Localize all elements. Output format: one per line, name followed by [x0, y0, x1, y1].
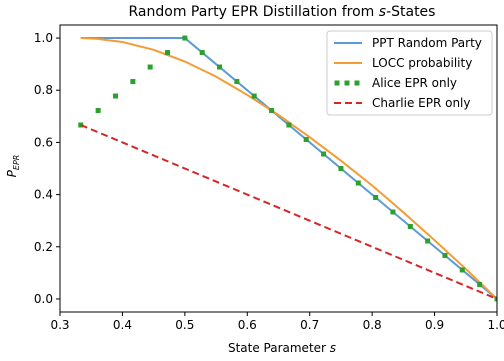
series-point-alice-epr-only	[147, 64, 153, 70]
series-point-alice-epr-only	[217, 64, 223, 70]
series-point-alice-epr-only	[459, 267, 465, 273]
legend: PPT Random Party LOCC probability Alice EP…	[326, 30, 493, 116]
x-tick-label: 0.8	[363, 318, 382, 332]
x-tick-label: 0.4	[113, 318, 132, 332]
y-tick-label: 0.8	[34, 83, 53, 97]
series-point-alice-epr-only	[251, 93, 257, 99]
series-point-alice-epr-only	[407, 223, 413, 229]
series-point-alice-epr-only	[182, 35, 188, 41]
x-tick-label: 0.7	[300, 318, 319, 332]
series-point-alice-epr-only	[321, 151, 327, 157]
legend-box	[326, 30, 493, 116]
axes-frame	[59, 24, 498, 313]
x-axis-ticks: 0.3 0.4 0.5 0.6 0.7 0.8 0.9 1.0	[50, 312, 504, 332]
legend-entry-locc-probability: LOCC probability	[334, 56, 472, 70]
chart-title: Random Party EPR Distillation from s-Sta…	[129, 4, 436, 20]
series-point-alice-epr-only	[425, 238, 431, 244]
legend-entry-alice-epr-only: Alice EPR only	[334, 76, 457, 90]
y-axis-ticks: 0.0 0.2 0.4 0.6 0.8 1.0	[34, 31, 60, 306]
x-tick-label: 0.9	[425, 318, 444, 332]
series-point-alice-epr-only	[112, 93, 118, 99]
x-axis-label: State Parameter s	[228, 341, 336, 355]
series-layer	[78, 35, 497, 302]
series-point-alice-epr-only	[494, 296, 497, 302]
legend-label: Charlie EPR only	[372, 96, 471, 110]
series-point-alice-epr-only	[355, 180, 361, 186]
series-point-alice-epr-only	[165, 50, 171, 56]
series-point-alice-epr-only	[442, 252, 448, 258]
series-point-alice-epr-only	[234, 79, 240, 85]
series-point-alice-epr-only	[390, 209, 396, 215]
legend-label: PPT Random Party	[372, 36, 482, 50]
series-point-alice-epr-only	[373, 194, 379, 200]
series-line-locc-probability	[80, 37, 497, 300]
y-tick-label: 0.2	[34, 240, 53, 254]
y-tick-label: 0.4	[34, 188, 53, 202]
series-point-alice-epr-only	[477, 281, 483, 287]
series-point-alice-epr-only	[199, 50, 205, 56]
y-tick-label: 0.0	[34, 292, 53, 306]
series-point-alice-epr-only	[130, 79, 136, 85]
series-point-alice-epr-only	[269, 108, 275, 114]
series-point-alice-epr-only	[286, 122, 292, 128]
legend-entry-charlie-epr-only: Charlie EPR only	[334, 96, 471, 110]
x-tick-label: 0.5	[175, 318, 194, 332]
series-point-alice-epr-only	[338, 166, 344, 171]
legend-label: Alice EPR only	[372, 76, 457, 90]
y-tick-label: 0.6	[34, 135, 53, 149]
x-tick-label: 0.6	[238, 318, 257, 332]
legend-label: LOCC probability	[372, 56, 472, 70]
legend-swatch	[334, 80, 340, 86]
x-tick-label: 1.0	[487, 318, 504, 332]
y-tick-label: 1.0	[34, 31, 53, 45]
series-line-charlie-epr-only	[80, 124, 497, 300]
series-point-alice-epr-only	[95, 108, 101, 114]
legend-entry-ppt-random-party: PPT Random Party	[334, 36, 482, 50]
legend-swatch	[354, 80, 360, 86]
series-point-alice-epr-only	[303, 137, 309, 143]
legend-swatch	[344, 80, 350, 86]
x-tick-label: 0.3	[50, 318, 69, 332]
y-axis-label: PEPR	[5, 155, 21, 178]
